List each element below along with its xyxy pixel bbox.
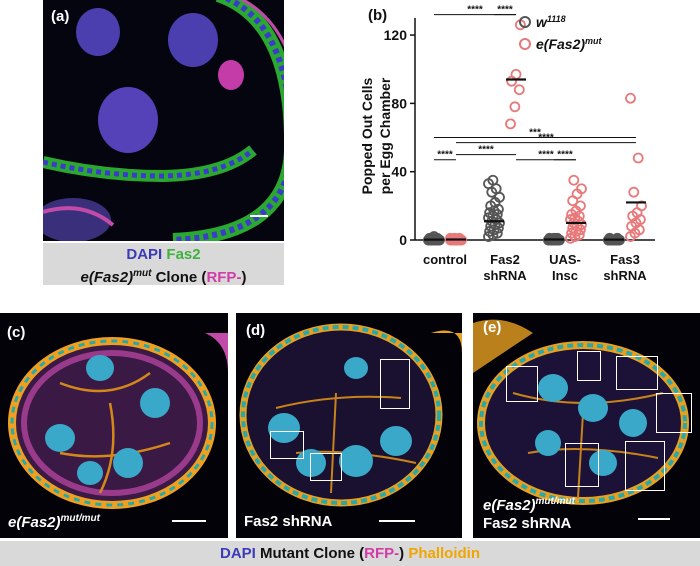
data-point [428,231,440,242]
scale-bar-a [250,215,268,217]
highlight-box-d2 [270,431,304,459]
caption-bottom-mutant: Mutant Clone ( [260,545,365,562]
y-tick-label: 40 [391,164,407,180]
overlay-c: e(Fas2)mut/mut [8,513,100,531]
data-point [632,152,644,164]
data-point [574,200,586,212]
micrograph-e: (e) e(Fas2)mut/mut Fas2 shRNA [473,313,700,538]
data-point [551,232,563,244]
data-point [505,118,516,130]
highlight-box-e1 [506,366,538,402]
micrograph-d: (d) Fas2 shRNA [236,313,462,538]
scale-bar-d [379,520,415,522]
data-point [625,92,636,104]
caption-a: DAPI Fas2 e(Fas2)mut Clone (RFP-) [43,243,284,286]
data-point [611,232,623,244]
data-point [568,174,580,186]
overlay-d: Fas2 shRNA [244,513,333,530]
data-point [509,101,521,113]
data-point [453,232,465,244]
legend-marker [519,16,531,28]
significance-label: **** [478,145,494,156]
y-tick-label: 120 [384,27,408,43]
data-point [487,174,499,186]
x-tick-label-line2: shRNA [603,268,647,283]
y-tick-label: 80 [391,95,407,111]
caption-a-close: ) [241,269,247,286]
significance-label: **** [538,133,554,144]
scale-bar-c [172,520,206,522]
x-tick-label: control [423,252,467,267]
legend-label: w1118 [536,14,566,30]
caption-bottom-dapi: DAPI [219,545,256,562]
significance-label: **** [437,150,453,161]
caption-bottom-phalloidin: Phalloidin [408,545,480,562]
caption-bottom-close: ) [399,545,405,562]
x-tick-label: Fas3 [610,252,640,267]
significance-label: **** [538,150,554,161]
highlight-box-e4 [656,393,692,433]
highlight-box-e2 [577,351,601,381]
significance-label: *** [529,128,541,139]
x-tick-label: Fas2 [490,252,520,267]
data-point [513,84,525,96]
significance-label: **** [557,150,573,161]
panel-label-e: (e) [483,319,502,336]
micrograph-e-image [473,313,700,538]
highlight-box-e5 [565,443,599,487]
data-point [544,232,556,244]
data-point [548,232,560,244]
overlay-e-line2: Fas2 shRNA [483,515,572,532]
data-point [449,232,461,244]
data-point [572,215,584,227]
caption-a-fas2: Fas2 [166,246,201,263]
x-tick-label-line2: Insc [552,268,578,283]
data-point [604,232,616,244]
highlight-box-d1 [380,359,410,409]
caption-a-gene: e(Fas2) [80,269,134,286]
overlay-e-line1: e(Fas2)mut/mut [483,496,575,514]
highlight-box-e3 [616,356,658,390]
x-tick-label-line2: shRNA [483,268,527,283]
caption-bottom: DAPI Mutant Clone (RFP-) Phalloidin [0,541,700,566]
caption-bottom-rfp: RFP- [364,545,400,562]
y-axis-label-line1: Popped Out Cells [359,77,375,194]
micrograph-c-image [0,313,228,538]
scale-bar-e [638,518,670,520]
caption-a-gene-sup: mut [133,268,152,279]
legend-label: e(Fas2)mut [536,36,603,52]
panel-label-c: (c) [7,324,26,341]
caption-a-clone: Clone ( [155,269,207,286]
significance-label: **** [497,5,513,16]
panel-label-a: (a) [51,8,70,25]
highlight-box-d3 [310,453,342,481]
highlight-box-e6 [625,441,665,491]
data-point [628,186,640,198]
micrograph-a: (a) [43,0,284,241]
caption-a-rfp: RFP- [206,269,242,286]
micrograph-a-image [43,0,284,241]
y-axis-label-line2: per Egg Chamber [377,77,393,194]
caption-a-dapi: DAPI [126,246,163,263]
x-tick-label: UAS- [549,252,581,267]
micrograph-d-image [236,313,462,538]
significance-label: **** [467,5,483,16]
panel-label-d: (d) [246,322,266,339]
data-point [576,183,587,195]
data-point [491,208,503,220]
y-tick-label: 0 [399,232,407,248]
panel-label-b: (b) [368,7,387,24]
data-point [510,68,522,80]
micrograph-c: (c) e(Fas2)mut/mut [0,313,228,538]
legend-marker [519,38,531,50]
